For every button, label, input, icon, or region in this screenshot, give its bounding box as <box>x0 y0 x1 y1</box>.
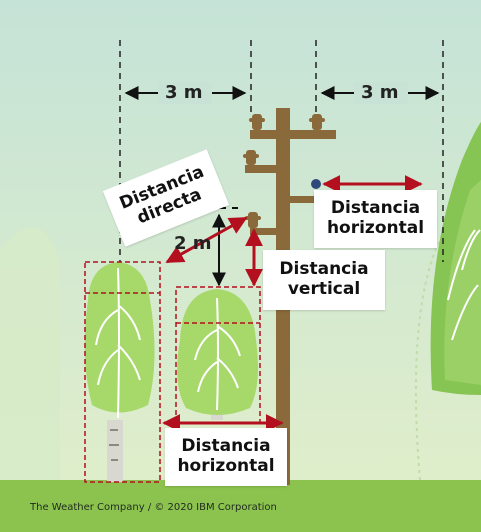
horizontal-distance-label-right-line2: horizontal <box>326 218 425 238</box>
spacing-label-left: 3 m <box>165 82 203 103</box>
wire-attachment-point <box>311 179 321 189</box>
spacing-label-right: 3 m <box>361 82 399 103</box>
direct-distance-arrow <box>165 216 248 264</box>
right-tree <box>430 122 481 395</box>
spacing-label-bg-left <box>158 82 212 104</box>
utility-pole <box>243 108 336 485</box>
tree-clearance-boxes <box>84 261 261 483</box>
ground <box>0 480 481 532</box>
guide-lines <box>119 40 444 262</box>
horizontal-distance-label-right: Distancia horizontal <box>314 190 437 248</box>
left-tree <box>84 262 155 482</box>
horizontal-distance-label-bottom-line1: Distancia <box>181 436 271 457</box>
vertical-distance-label-line1: Distancia <box>279 259 369 280</box>
middle-tree <box>177 289 258 420</box>
horizontal-distance-label-bottom: Distancia horizontal <box>165 428 287 486</box>
clearance-label: 2 m <box>174 233 212 254</box>
footer-credit: The Weather Company / © 2020 IBM Corpora… <box>30 502 277 513</box>
horizontal-distance-label-right-line1: Distancia <box>330 198 421 219</box>
vertical-distance-label: Distancia vertical <box>263 250 385 310</box>
spacing-label-bg-right <box>354 82 408 104</box>
horizontal-distance-label-bottom-line2: horizontal <box>177 456 275 476</box>
background-shape <box>0 227 60 480</box>
vertical-distance-label-line2: vertical <box>287 279 361 299</box>
